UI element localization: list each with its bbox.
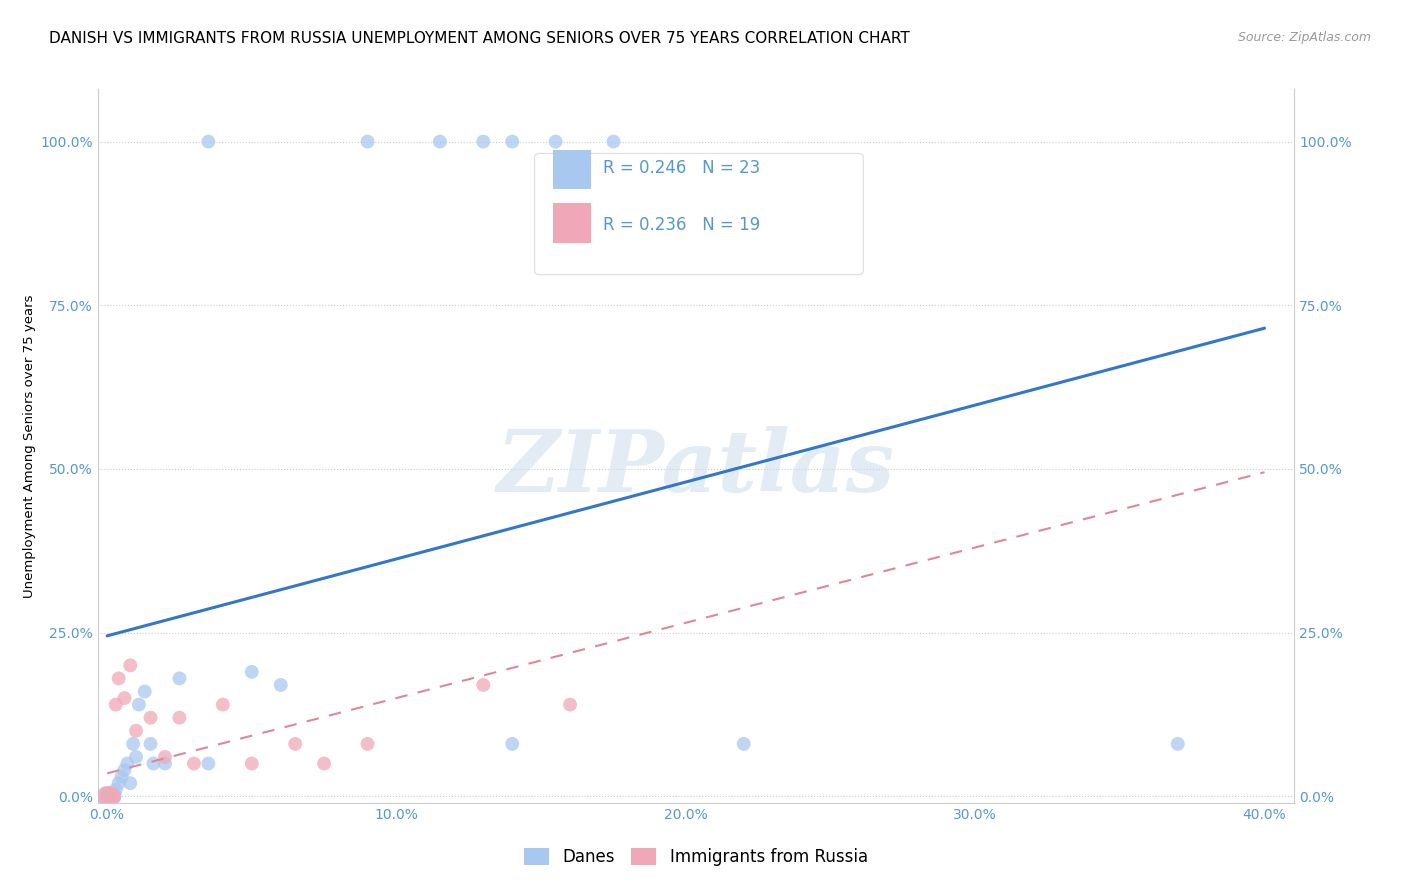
Point bbox=[240, 665, 263, 679]
Point bbox=[211, 698, 233, 712]
Point bbox=[96, 789, 118, 804]
Point bbox=[558, 698, 581, 712]
Point bbox=[356, 135, 378, 149]
Point bbox=[429, 135, 451, 149]
Point bbox=[134, 684, 156, 698]
Point bbox=[153, 756, 176, 771]
Point bbox=[472, 678, 495, 692]
Text: R = 0.246   N = 23: R = 0.246 N = 23 bbox=[603, 159, 761, 177]
Point bbox=[107, 776, 129, 790]
Point bbox=[153, 750, 176, 764]
Point bbox=[240, 756, 263, 771]
Point bbox=[128, 698, 150, 712]
Point bbox=[96, 789, 118, 804]
Legend: Danes, Immigrants from Russia: Danes, Immigrants from Russia bbox=[517, 841, 875, 873]
Point bbox=[120, 776, 142, 790]
Text: DANISH VS IMMIGRANTS FROM RUSSIA UNEMPLOYMENT AMONG SENIORS OVER 75 YEARS CORREL: DANISH VS IMMIGRANTS FROM RUSSIA UNEMPLO… bbox=[49, 31, 910, 46]
Point bbox=[101, 789, 124, 804]
Point bbox=[114, 691, 136, 706]
Point bbox=[1167, 737, 1189, 751]
Point bbox=[142, 756, 165, 771]
Point bbox=[169, 711, 191, 725]
Point bbox=[544, 135, 567, 149]
Y-axis label: Unemployment Among Seniors over 75 years: Unemployment Among Seniors over 75 years bbox=[22, 294, 35, 598]
Point bbox=[110, 770, 132, 784]
Text: R = 0.236   N = 19: R = 0.236 N = 19 bbox=[603, 216, 761, 234]
Point bbox=[101, 789, 124, 804]
Point bbox=[98, 789, 121, 804]
Point bbox=[104, 782, 127, 797]
Point bbox=[120, 658, 142, 673]
Point bbox=[356, 737, 378, 751]
Point bbox=[114, 763, 136, 777]
Point bbox=[284, 737, 307, 751]
Bar bbox=[553, 203, 591, 243]
Point bbox=[104, 698, 127, 712]
FancyBboxPatch shape bbox=[534, 153, 863, 275]
Point bbox=[733, 737, 755, 751]
Point bbox=[270, 678, 292, 692]
Point bbox=[139, 711, 162, 725]
Text: Source: ZipAtlas.com: Source: ZipAtlas.com bbox=[1237, 31, 1371, 45]
Point bbox=[501, 737, 523, 751]
Point bbox=[314, 756, 336, 771]
Point bbox=[197, 756, 219, 771]
Point bbox=[125, 723, 148, 738]
Point bbox=[125, 750, 148, 764]
Point bbox=[501, 135, 523, 149]
Point bbox=[122, 737, 145, 751]
Point bbox=[197, 135, 219, 149]
Point bbox=[139, 737, 162, 751]
Point bbox=[183, 756, 205, 771]
Point bbox=[107, 672, 129, 686]
Point bbox=[117, 756, 139, 771]
Point bbox=[472, 135, 495, 149]
Text: ZIPatlas: ZIPatlas bbox=[496, 425, 896, 509]
Point bbox=[602, 135, 624, 149]
Bar bbox=[553, 150, 591, 189]
Point bbox=[98, 789, 121, 804]
Point bbox=[169, 672, 191, 686]
